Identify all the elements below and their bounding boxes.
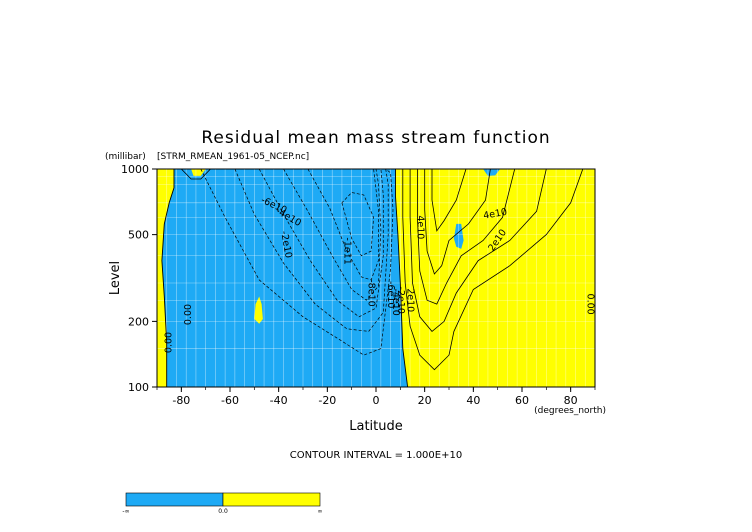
- y-tick-label: 1000: [121, 163, 149, 176]
- colorbar-negative: [125, 492, 224, 507]
- contour-negative: [283, 169, 382, 301]
- contour-label: -6e10: [385, 281, 396, 308]
- contour-label: 2e10: [405, 288, 416, 312]
- chart-subtitle: [STRM_RMEAN_1961-05_NCEP.nc]: [157, 152, 309, 162]
- x-tick-label: 40: [466, 394, 480, 407]
- contour-lines: [161, 169, 584, 387]
- contour-negative: [307, 169, 379, 281]
- x-tick-label: 20: [418, 394, 432, 407]
- x-axis: -80 -60 -40 -20 0 20 40 60 80: [156, 387, 596, 407]
- colorbar: -∞ 0.0 ∞: [122, 492, 323, 515]
- colorbar-label-zero: 0.0: [218, 508, 228, 515]
- x-tick-label: 60: [515, 394, 529, 407]
- contour-label: 4e10: [414, 215, 425, 239]
- contour-label: -4e10: [390, 288, 401, 315]
- y-axis: 100 200 500 1000: [121, 163, 157, 394]
- x-tick-label: -20: [318, 394, 336, 407]
- contour-positive: [409, 169, 547, 332]
- contour-positive: [431, 169, 467, 232]
- contour-positive: [181, 169, 211, 180]
- colorbar-positive: [222, 492, 321, 507]
- contour-label: -1e11: [341, 237, 352, 264]
- x-tick-label: -40: [270, 394, 288, 407]
- y-tick-label: 200: [128, 315, 149, 328]
- y-unit-label: (millibar): [105, 152, 146, 162]
- contour-positive: [402, 169, 584, 371]
- contour-label: 0.00: [183, 304, 194, 325]
- x-tick-label: 0: [373, 394, 380, 407]
- contour-label: -8e10: [366, 279, 377, 306]
- shaded-field: [157, 169, 595, 387]
- y-tick-label: 100: [128, 381, 149, 394]
- contour-negative: [234, 169, 389, 332]
- contour-negative: [258, 169, 384, 318]
- colorbar-label-max: ∞: [318, 508, 323, 515]
- y-axis-label: Level: [108, 261, 123, 295]
- contour-interval-text: CONTOUR INTERVAL = 1.000E+10: [290, 450, 462, 461]
- y-tick-label: 500: [128, 229, 149, 242]
- contour-label: 4e10: [482, 207, 508, 222]
- chart-title: Residual mean mass stream function: [201, 128, 550, 148]
- x-tick-label: -60: [221, 394, 239, 407]
- contour-negative: [341, 192, 374, 257]
- contour-labels: 0.000.00-2e10-4e10-6e10-1e11-8e10 -6e10-4…: [164, 195, 596, 353]
- contour-label: 0.00: [164, 332, 175, 353]
- contour-negative: [200, 169, 394, 356]
- contour-positive: [417, 169, 516, 305]
- positive-pocket: [254, 296, 263, 324]
- negative-surface-pocket: [483, 169, 501, 176]
- x-unit-label: (degrees_north): [534, 406, 606, 416]
- contour-zero: [395, 169, 409, 387]
- negative-region: [161, 169, 408, 387]
- colorbar-label-min: -∞: [122, 508, 129, 515]
- contour-positive: [424, 169, 491, 275]
- contour-label: -2e10: [395, 287, 406, 314]
- x-axis-label: Latitude: [349, 419, 403, 434]
- contour-label: 0.00: [585, 294, 596, 315]
- plot-area: 0.000.00-2e10-4e10-6e10-1e11-8e10 -6e10-4…: [156, 168, 596, 388]
- contour-label: -2e10: [278, 230, 294, 259]
- x-tick-label: -80: [172, 394, 190, 407]
- contour-zero: [161, 169, 175, 387]
- x-tick-label: 80: [564, 394, 578, 407]
